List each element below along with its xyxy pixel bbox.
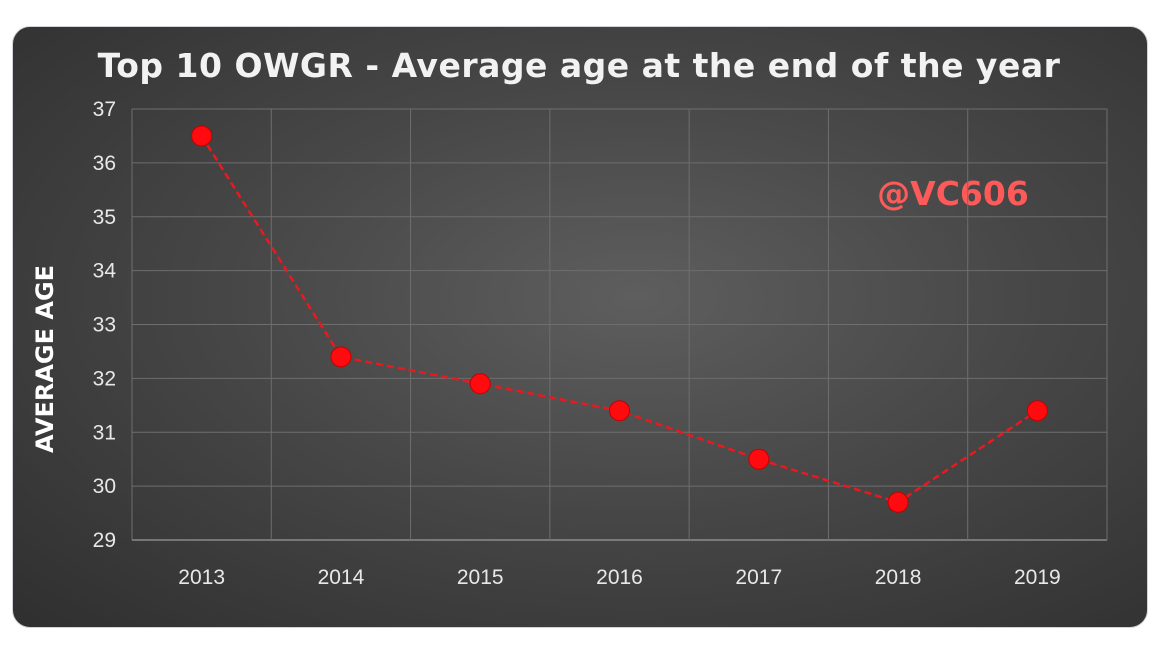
- watermark-annotation: @VC606: [877, 174, 1029, 213]
- series-layer: [191, 125, 1048, 513]
- y-tick-label: 36: [93, 152, 116, 175]
- x-tick-label: 2015: [457, 566, 504, 589]
- data-point: [748, 448, 770, 470]
- y-axis-ticks: 29 30 31 32 33 34 35 36 37: [93, 98, 117, 552]
- grid-lines: [131, 108, 1108, 541]
- x-tick-label: 2014: [318, 566, 365, 589]
- y-tick-label: 33: [93, 314, 116, 337]
- y-axis-label: AVERAGE AGE: [31, 265, 59, 453]
- data-point: [330, 346, 352, 368]
- y-tick-label: 30: [93, 475, 116, 498]
- y-tick-label: 31: [93, 421, 116, 444]
- chart-title: Top 10 OWGR - Average age at the end of …: [98, 46, 1061, 85]
- line-chart: Top 10 OWGR - Average age at the end of …: [31, 46, 1108, 589]
- y-tick-label: 37: [93, 98, 116, 121]
- x-axis-ticks: 2013 2014 2015 2016 2017 2018 2019: [178, 566, 1060, 589]
- x-tick-label: 2018: [875, 566, 922, 589]
- y-tick-label: 29: [93, 529, 116, 552]
- x-tick-label: 2013: [178, 566, 225, 589]
- data-point: [191, 125, 213, 147]
- x-tick-label: 2019: [1014, 566, 1061, 589]
- data-point: [1026, 400, 1048, 422]
- x-tick-label: 2017: [735, 566, 782, 589]
- y-tick-label: 35: [93, 206, 116, 229]
- y-tick-label: 34: [93, 260, 117, 283]
- x-tick-label: 2016: [596, 566, 643, 589]
- data-point: [609, 400, 630, 422]
- y-tick-label: 32: [93, 367, 116, 390]
- data-point: [887, 491, 909, 513]
- chart-card: Top 10 OWGR - Average age at the end of …: [12, 26, 1148, 628]
- data-point: [469, 373, 491, 395]
